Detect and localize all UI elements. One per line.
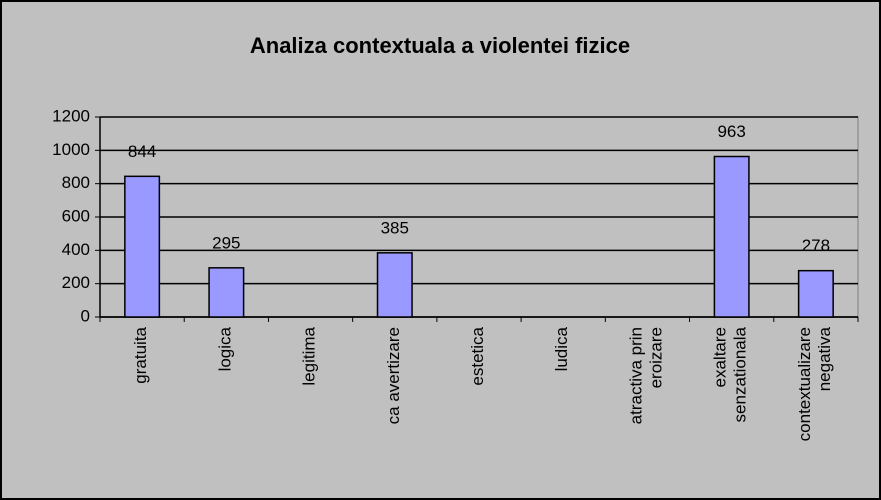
x-tick-label: estetica	[468, 326, 487, 385]
y-tick-label: 800	[62, 173, 90, 192]
x-tick-label: logica	[216, 326, 235, 371]
data-label: 963	[717, 122, 745, 141]
bar	[797, 269, 834, 318]
y-tick-label: 0	[81, 306, 90, 325]
y-tick-label: 1000	[52, 140, 90, 159]
x-tick-label: exaltaresenzationala	[711, 326, 750, 422]
data-label: 278	[802, 236, 830, 255]
y-tick-label: 400	[62, 240, 90, 259]
bar	[376, 252, 413, 318]
x-tick-label: ludica	[553, 326, 572, 371]
x-tick-label: ca avertizare	[384, 327, 403, 424]
data-label: 295	[212, 233, 240, 252]
data-label: 385	[381, 218, 409, 237]
x-tick-label: legitima	[300, 326, 319, 385]
bar	[124, 175, 161, 318]
x-tick-label: gratuita	[132, 326, 151, 383]
y-tick-label: 1200	[52, 106, 90, 125]
y-tick-label: 200	[62, 273, 90, 292]
data-label: 844	[128, 142, 156, 161]
bar	[713, 155, 750, 318]
y-tick-label: 600	[62, 206, 90, 225]
bar	[208, 267, 245, 318]
chart-title: Analiza contextuala a violentei fizice	[250, 33, 630, 58]
x-tick-label: atractiva prineroizare	[627, 327, 666, 424]
x-tick-label: contextualizarenegativa	[795, 326, 834, 441]
